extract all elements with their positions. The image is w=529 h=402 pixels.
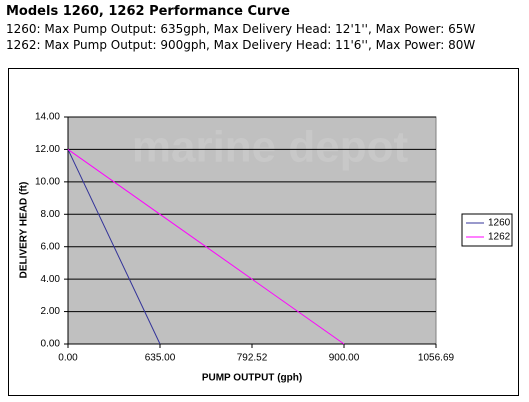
y-tick-label: 0.00: [41, 339, 61, 350]
x-tick-label: 0.00: [58, 353, 78, 364]
y-tick-label: 10.00: [35, 176, 60, 187]
watermark: marine depot: [132, 123, 409, 172]
y-tick-label: 12.00: [35, 144, 60, 155]
y-tick-label: 6.00: [41, 241, 61, 252]
y-tick-label: 2.00: [41, 306, 61, 317]
legend-box: [461, 213, 513, 247]
spec-line: 1260: Max Pump Output: 635gph, Max Deliv…: [6, 22, 476, 36]
x-tick-label: 635.00: [145, 353, 176, 364]
y-axis-label: DELIVERY HEAD (ft): [19, 182, 30, 279]
page-title: Models 1260, 1262 Performance Curve: [6, 4, 290, 19]
y-tick-label: 8.00: [41, 209, 61, 220]
y-tick-label: 4.00: [41, 274, 61, 285]
x-tick-label: 900.00: [329, 353, 360, 364]
series-line: [67, 149, 161, 345]
spec-line: 1262: Max Pump Output: 900gph, Max Deliv…: [6, 38, 476, 52]
series-line: [67, 149, 345, 345]
legend-label: 1262: [488, 232, 511, 243]
x-tick-label: 792.52: [237, 353, 268, 364]
x-axis-label: PUMP OUTPUT (gph): [202, 373, 302, 384]
x-tick-label: 1056.69: [418, 353, 455, 364]
legend-label: 1260: [488, 218, 511, 229]
y-tick-label: 14.00: [35, 112, 60, 123]
